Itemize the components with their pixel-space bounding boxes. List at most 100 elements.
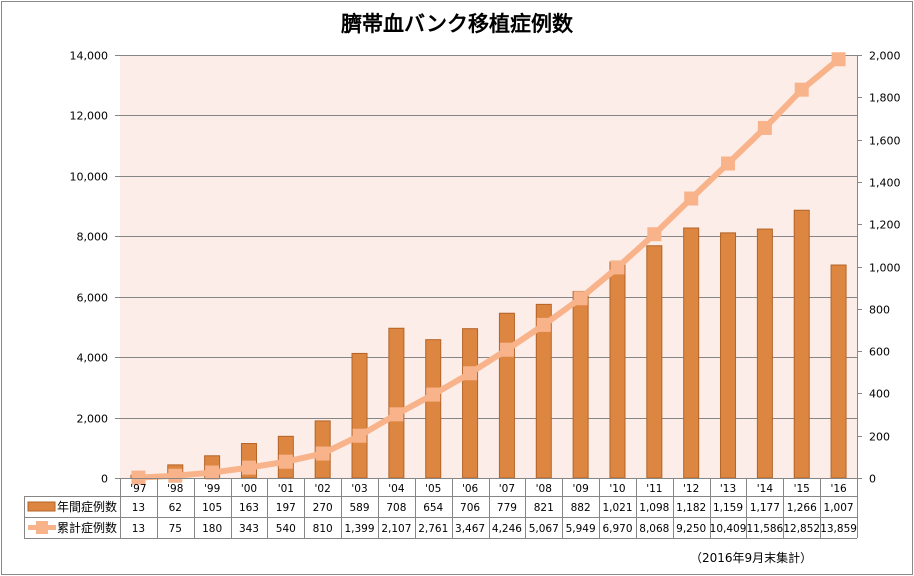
x-tick-label: '04	[388, 483, 405, 495]
right-axis: 0 200 400 600 800 1,000 1,200 1,400 1,600 1,800 2,…	[857, 50, 901, 486]
right-tick-label: 1,800	[869, 92, 901, 105]
line-series	[131, 52, 846, 485]
right-tick-label: 800	[869, 304, 890, 317]
table-cell: 12,852	[783, 523, 820, 535]
line-marker	[647, 227, 662, 242]
table-cell: 270	[313, 502, 333, 514]
right-tick-label: 200	[869, 431, 890, 444]
bar	[388, 327, 405, 479]
table-cell: 8,068	[639, 523, 669, 535]
x-tick-label: '08	[536, 483, 552, 495]
table-cell: 9,250	[676, 523, 706, 535]
left-tick-label: 14,000	[70, 50, 109, 63]
right-tick-label: 1,200	[869, 219, 901, 232]
table-cell: 540	[276, 523, 296, 535]
x-tick-label: '03	[351, 483, 367, 495]
bar	[756, 228, 773, 479]
table-cell: 4,246	[492, 523, 522, 535]
bar	[793, 209, 810, 479]
table-cell: 1,098	[639, 502, 669, 514]
table-cell: 706	[460, 502, 480, 514]
table-cell: 1,177	[750, 502, 780, 514]
bar	[646, 245, 663, 479]
table-cell: 5,067	[529, 523, 559, 535]
table-cell: 1,182	[676, 502, 706, 514]
line-marker	[831, 52, 846, 67]
table-cell: 11,586	[747, 523, 784, 535]
table-cell: 13	[132, 523, 145, 535]
table-cell: 1,399	[344, 523, 374, 535]
x-tick-label: '97	[130, 483, 146, 495]
line-marker	[352, 428, 367, 443]
line-marker	[684, 191, 699, 206]
x-tick-label: '05	[425, 483, 441, 495]
line-marker	[278, 454, 293, 469]
line-marker	[536, 317, 551, 332]
left-tick-label: 12,000	[70, 110, 109, 123]
x-tick-label: '11	[646, 483, 662, 495]
table-cell: 779	[497, 502, 517, 514]
table-cell: 2,761	[418, 523, 448, 535]
line-marker	[315, 446, 330, 461]
table-cell: 654	[423, 502, 443, 514]
left-tick-label: 6,000	[77, 292, 109, 305]
left-tick-label: 4,000	[77, 352, 109, 365]
right-tick-label: 1,400	[869, 177, 901, 190]
bar	[609, 261, 626, 479]
left-tick-label: 0	[101, 473, 108, 486]
line-marker	[463, 366, 478, 381]
data-table: '97 '98 '99 '00 '01 '02 '03 '04 '05 '06 '07 '08 '09 '…	[24, 478, 858, 539]
bar	[498, 312, 515, 479]
bar	[351, 352, 368, 479]
bar	[572, 290, 589, 479]
x-tick-label: '07	[499, 483, 515, 495]
right-tick-label: 2,000	[869, 50, 901, 63]
table-cell: 2,107	[381, 523, 411, 535]
line-marker	[721, 156, 736, 171]
table-cell: 163	[239, 502, 259, 514]
right-tick-label: 0	[869, 473, 876, 486]
table-cell: 1,021	[602, 502, 632, 514]
left-tick-label: 10,000	[70, 171, 109, 184]
line-marker	[610, 260, 625, 275]
line-marker	[794, 82, 809, 97]
bar	[720, 232, 737, 479]
table-cell: 13,859	[820, 523, 857, 535]
footnote: （2016年9月末集計）	[690, 551, 813, 565]
table-cell: 197	[276, 502, 296, 514]
legend-label: 累計症例数	[57, 520, 117, 535]
x-tick-label: '12	[683, 483, 699, 495]
bar	[462, 328, 479, 479]
x-tick-label: '99	[204, 483, 220, 495]
line-marker	[499, 342, 514, 357]
table-cell: 6,970	[602, 523, 632, 535]
x-tick-label: '16	[830, 483, 847, 495]
line-marker	[426, 387, 441, 402]
x-tick-label: '13	[720, 483, 736, 495]
right-tick-label: 1,000	[869, 262, 901, 275]
table-cell: 10,409	[710, 523, 747, 535]
table-cell: 1,159	[713, 502, 743, 514]
bar-series	[130, 209, 847, 479]
table-cell: 3,467	[455, 523, 485, 535]
line-marker	[168, 468, 183, 483]
bar	[830, 264, 847, 479]
legend-bar-icon	[27, 501, 56, 512]
line-marker	[241, 460, 256, 475]
x-tick-label: '06	[462, 483, 479, 495]
x-tick-label: '02	[315, 483, 331, 495]
bar	[683, 227, 700, 479]
table-cell: 105	[202, 502, 222, 514]
table-cell: 810	[313, 523, 333, 535]
x-tick-label: '14	[757, 483, 774, 495]
table-cell: 1,007	[824, 502, 854, 514]
chart-title: 臍帯血バンク移植症例数	[340, 12, 574, 36]
left-tick-label: 2,000	[77, 413, 109, 426]
table-cell: 882	[571, 502, 591, 514]
x-tick-label: '10	[609, 483, 625, 495]
table-cell: 5,949	[566, 523, 596, 535]
table-cell: 708	[386, 502, 406, 514]
table-cell: 821	[534, 502, 554, 514]
